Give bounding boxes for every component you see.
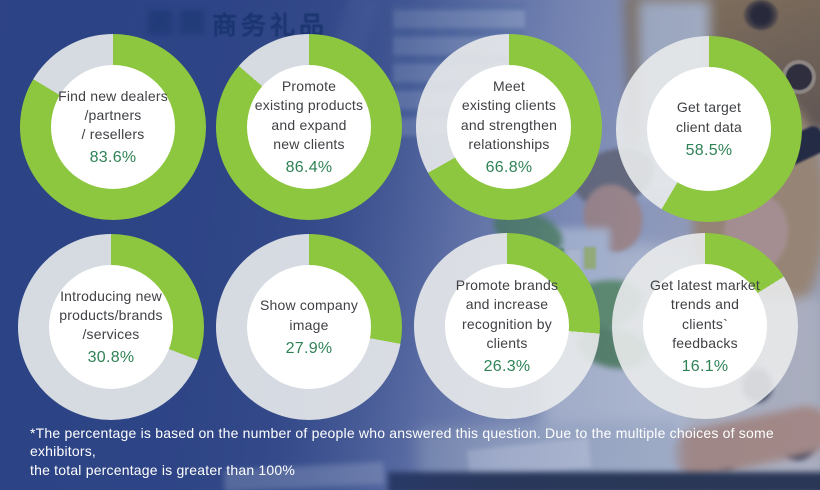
donut-center: Promote existing products and expand new… [247,65,371,189]
donut-label: Get latest market trends and clients` fe… [650,276,760,351]
donut-label: Meet existing clients and strengthen rel… [460,77,558,152]
donut-chart-find-new-dealers: Find new dealers /partners / resellers 8… [20,34,206,220]
donut-percent: 66.8% [485,159,533,177]
donut-percent: 30.8% [87,349,135,367]
donut-chart-get-target-client-data: Get target client data 58.5% [616,36,802,222]
donut-percent: 83.6% [89,149,137,167]
donut-chart-promote-brands-recognition: Promote brands and increase recognition … [414,233,600,419]
donut-chart-latest-market-trends: Get latest market trends and clients` fe… [612,233,798,419]
donut-label: Show company image [259,297,359,333]
donut-percent: 16.1% [681,358,729,376]
donut-percent: 27.9% [285,339,333,357]
donut-percent: 26.3% [483,358,531,376]
donut-center: Promote brands and increase recognition … [445,264,569,388]
donut-center: Show company image 27.9% [247,265,371,389]
donut-chart-introducing-new-products: Introducing new products/brands /service… [18,234,204,420]
donut-center: Get target client data 58.5% [647,67,771,191]
donut-percent: 86.4% [285,159,333,177]
donut-chart-meet-existing-clients: Meet existing clients and strengthen rel… [416,34,602,220]
footnote: *The percentage is based on the number o… [30,425,774,478]
donut-center: Find new dealers /partners / resellers 8… [51,65,175,189]
donut-label: Get target client data [675,99,743,135]
donut-label: Introducing new products/brands /service… [59,287,163,343]
donut-center: Get latest market trends and clients` fe… [643,264,767,388]
donut-percent: 58.5% [685,141,733,159]
donut-label: Promote existing products and expand new… [254,77,364,152]
donut-center: Introducing new products/brands /service… [49,265,173,389]
donut-label: Promote brands and increase recognition … [455,276,559,351]
donut-chart-promote-existing-products: Promote existing products and expand new… [216,34,402,220]
donut-center: Meet existing clients and strengthen rel… [447,65,571,189]
donut-label: Find new dealers /partners / resellers [58,87,168,143]
donut-chart-show-company-image: Show company image 27.9% [216,234,402,420]
